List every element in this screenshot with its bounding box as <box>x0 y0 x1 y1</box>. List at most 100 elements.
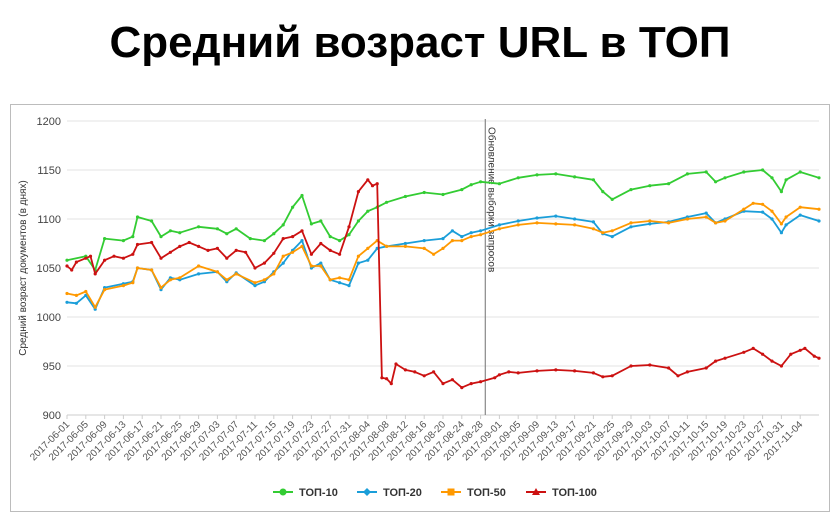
data-point <box>714 359 718 363</box>
data-point <box>347 233 351 237</box>
data-point <box>356 219 360 223</box>
data-point <box>535 216 539 220</box>
data-point <box>253 266 257 270</box>
data-point <box>197 225 201 229</box>
data-point <box>770 209 774 213</box>
data-point <box>469 183 473 187</box>
data-point <box>135 215 140 219</box>
data-point <box>150 219 154 223</box>
data-point <box>704 215 708 219</box>
data-point <box>803 346 807 350</box>
data-point <box>516 219 520 223</box>
data-point <box>573 217 577 221</box>
data-point <box>629 225 633 229</box>
data-point <box>742 207 746 211</box>
data-point <box>516 223 520 227</box>
data-point <box>385 200 389 204</box>
data-point <box>751 201 755 205</box>
data-point <box>784 215 788 219</box>
data-point <box>573 175 577 179</box>
data-point <box>88 254 93 258</box>
data-point <box>779 231 784 235</box>
data-point <box>667 221 671 225</box>
data-point <box>441 237 445 241</box>
series-line <box>66 178 820 389</box>
data-point <box>206 248 210 252</box>
legend-label: ТОП-10 <box>299 487 338 499</box>
y-tick-label: 1000 <box>37 312 61 324</box>
data-point <box>704 211 708 215</box>
data-point <box>469 235 473 239</box>
data-point <box>779 222 784 226</box>
data-point <box>460 386 464 390</box>
data-point <box>751 346 755 350</box>
data-point <box>629 221 633 225</box>
legend[interactable]: ТОП-10 ТОП-20 ТОП-50 ТОП-100 <box>273 487 597 499</box>
data-point <box>319 261 323 265</box>
data-point <box>403 194 407 199</box>
data-point <box>441 246 445 250</box>
data-point <box>356 254 360 258</box>
data-point <box>685 217 690 221</box>
legend-label: ТОП-100 <box>552 487 597 499</box>
data-point <box>798 170 802 174</box>
data-point <box>70 268 74 272</box>
data-point <box>479 233 483 237</box>
data-point <box>817 207 821 211</box>
data-point <box>723 219 727 223</box>
data-point <box>450 239 454 243</box>
data-point <box>187 240 191 245</box>
series-line <box>66 202 820 309</box>
data-point <box>460 239 464 243</box>
data-point <box>300 229 304 233</box>
y-axis: 900 950 1000 1050 1100 1150 1200 Средний возрас… <box>18 116 61 422</box>
data-point <box>798 348 802 352</box>
data-point <box>159 256 163 260</box>
data-point <box>535 173 539 177</box>
data-point <box>178 231 182 235</box>
data-point <box>432 252 436 256</box>
legend-marker-square <box>447 488 455 496</box>
series-3 <box>65 201 821 309</box>
data-point <box>234 248 238 252</box>
data-point <box>300 244 304 248</box>
data-point <box>272 272 276 276</box>
legend-marker-triangle <box>532 488 540 495</box>
data-point <box>629 188 633 192</box>
data-point <box>65 291 69 296</box>
data-point <box>648 219 652 223</box>
data-point <box>309 264 313 268</box>
data-point <box>356 261 360 265</box>
data-point <box>535 369 539 373</box>
data-point <box>380 376 384 380</box>
x-axis: 2017-06-012017-06-052017-06-092017-06-13… <box>28 414 819 463</box>
data-point <box>723 176 727 180</box>
data-point <box>422 374 426 378</box>
series-lines <box>65 168 821 390</box>
data-point <box>507 370 511 374</box>
data-point <box>234 227 238 231</box>
legend-item[interactable]: ТОП-50 <box>441 487 506 499</box>
data-point <box>291 205 295 209</box>
data-point <box>366 246 370 250</box>
data-point <box>74 260 78 264</box>
data-point <box>338 239 342 243</box>
data-point <box>281 237 285 241</box>
data-point <box>121 239 125 243</box>
data-point <box>65 264 69 268</box>
data-point <box>798 205 802 209</box>
data-point <box>150 240 154 245</box>
data-point <box>168 229 172 233</box>
data-point <box>784 223 788 227</box>
data-point <box>197 264 201 268</box>
legend-item[interactable]: ТОП-20 <box>357 487 422 499</box>
data-point <box>319 264 323 268</box>
data-point <box>667 366 671 370</box>
data-point <box>244 250 248 254</box>
y-tick-label: 1200 <box>37 116 61 128</box>
data-point <box>328 278 332 282</box>
data-point <box>450 229 454 233</box>
legend-item[interactable]: ТОП-10 <box>273 487 338 499</box>
data-point <box>516 176 520 180</box>
legend-item[interactable]: ТОП-100 <box>526 487 597 499</box>
